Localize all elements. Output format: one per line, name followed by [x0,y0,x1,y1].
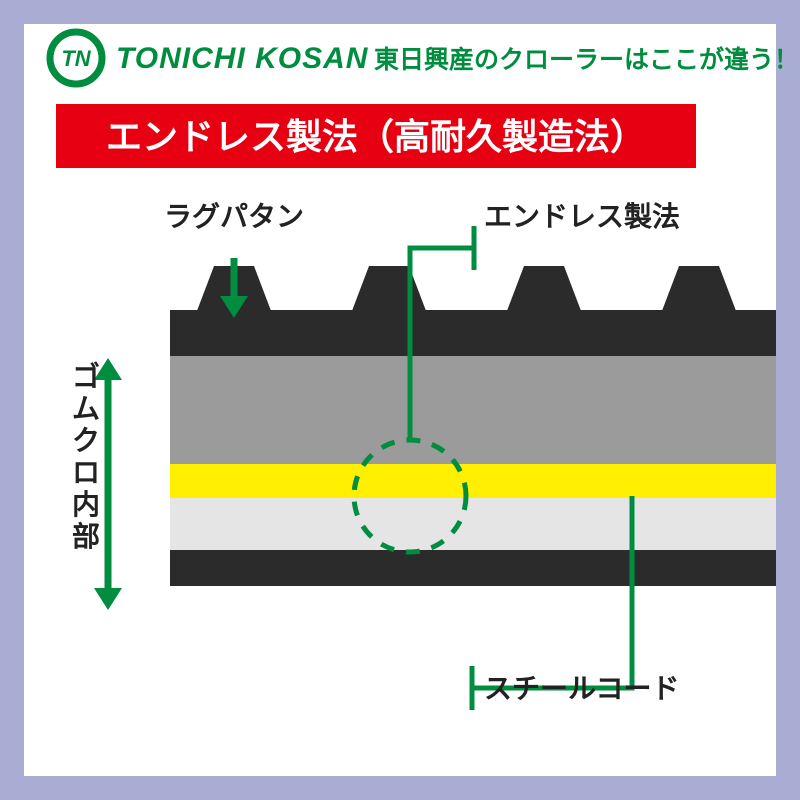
label-steel-cord: スチールコード [484,673,679,704]
layer-light-grey [170,498,776,550]
layer-top-black [170,310,776,356]
layer-bottom-black [170,550,776,586]
layer-steel-cord [170,464,776,498]
label-lug-pattern: ラグパタン [164,201,304,232]
logo-letters: TN [61,46,91,71]
title-banner-text: エンドレス製法（高耐久製造法） [106,116,646,157]
tagline: 東日興産のクローラーはここが違う！ [374,45,799,74]
label-endless-method: エンドレス製法 [484,201,680,232]
brand-name: TONICHI KOSAN [116,42,369,75]
layer-grey [170,356,776,464]
